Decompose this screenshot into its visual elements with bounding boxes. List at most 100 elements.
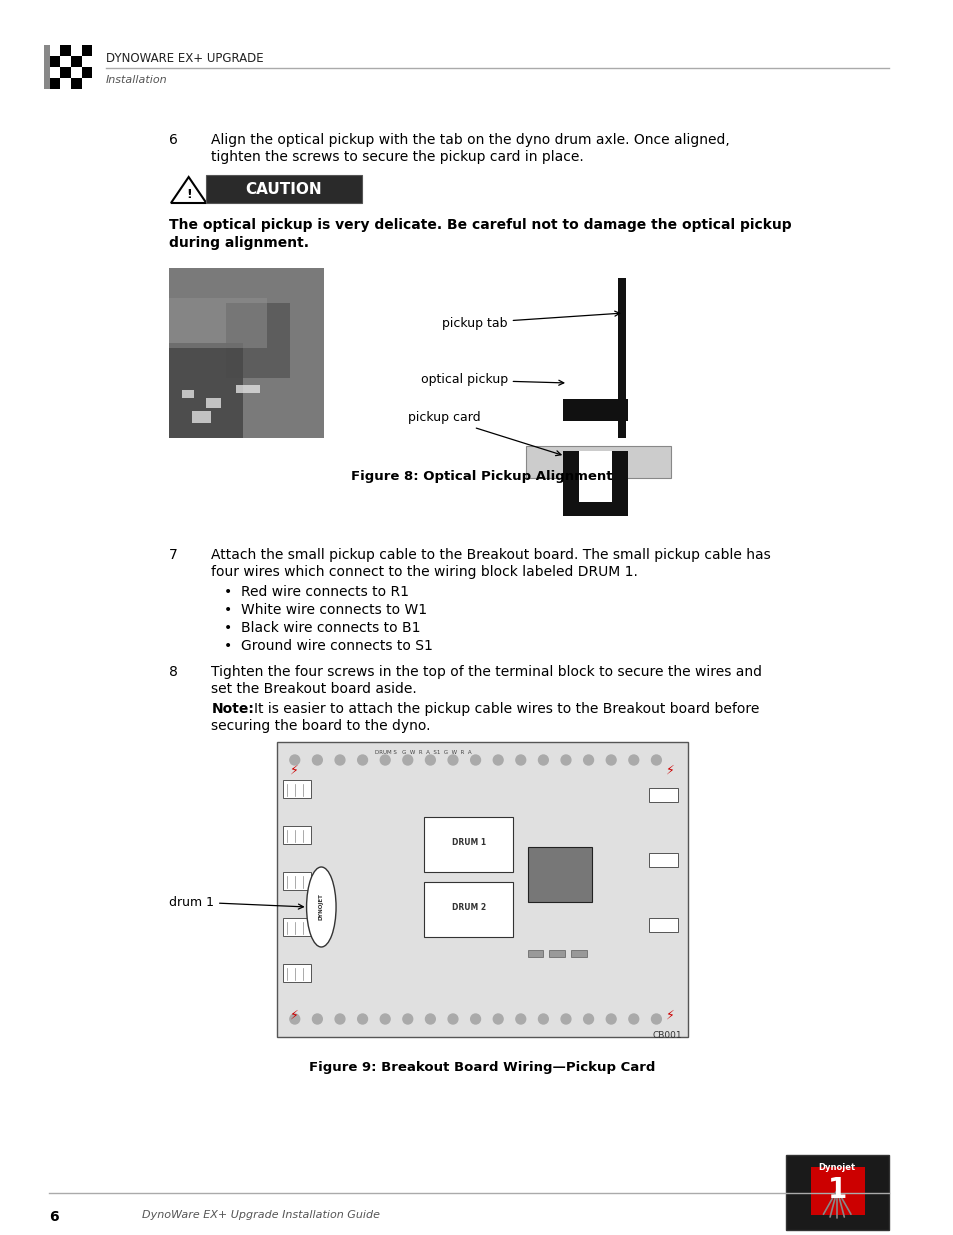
Text: DYNOJET: DYNOJET: [318, 894, 323, 920]
Text: DynoWare EX+ Upgrade Installation Guide: DynoWare EX+ Upgrade Installation Guide: [142, 1210, 380, 1220]
Bar: [527, 847, 591, 902]
Ellipse shape: [306, 867, 335, 947]
Circle shape: [357, 755, 367, 764]
Text: Dynojet: Dynojet: [818, 1162, 855, 1172]
Bar: [81, 44, 92, 56]
Bar: [71, 78, 81, 89]
Text: •  White wire connects to W1: • White wire connects to W1: [224, 603, 427, 618]
Circle shape: [425, 1014, 435, 1024]
Text: •  Black wire connects to B1: • Black wire connects to B1: [224, 621, 420, 635]
Circle shape: [606, 755, 616, 764]
Circle shape: [313, 1014, 322, 1024]
Circle shape: [357, 1014, 367, 1024]
Bar: [44, 44, 51, 89]
Circle shape: [380, 1014, 390, 1024]
Bar: [81, 56, 92, 67]
Bar: [618, 278, 625, 438]
Circle shape: [651, 755, 660, 764]
Text: DRUM 2: DRUM 2: [451, 903, 485, 911]
Text: set the Breakout board aside.: set the Breakout board aside.: [211, 682, 416, 697]
Bar: [226, 303, 290, 378]
Bar: [648, 918, 678, 932]
Bar: [810, 1167, 863, 1215]
Bar: [50, 44, 60, 56]
Circle shape: [425, 755, 435, 764]
Bar: [527, 950, 543, 957]
Bar: [283, 872, 310, 890]
Circle shape: [651, 1014, 660, 1024]
Bar: [50, 67, 60, 78]
Circle shape: [335, 1014, 345, 1024]
Text: DRUM S   G  W  R  A  S1  G  W  R  A: DRUM S G W R A S1 G W R A: [375, 750, 472, 755]
Bar: [71, 56, 81, 67]
Text: Align the optical pickup with the tab on the dyno drum axle. Once aligned,: Align the optical pickup with the tab on…: [211, 133, 729, 147]
Bar: [60, 67, 71, 78]
Bar: [283, 965, 310, 982]
Bar: [578, 451, 612, 501]
Circle shape: [628, 755, 639, 764]
Text: !: !: [186, 189, 192, 201]
Text: pickup card: pickup card: [407, 411, 560, 456]
Bar: [562, 399, 627, 421]
Text: ⚡: ⚡: [665, 1009, 674, 1021]
Bar: [169, 268, 324, 438]
Text: Installation: Installation: [106, 75, 168, 85]
Text: Tighten the four screws in the top of the terminal block to secure the wires and: Tighten the four screws in the top of th…: [211, 664, 761, 679]
Bar: [525, 446, 670, 478]
Text: 6: 6: [50, 1210, 59, 1224]
Circle shape: [583, 755, 593, 764]
Circle shape: [583, 1014, 593, 1024]
Text: Note:: Note:: [211, 701, 253, 716]
Bar: [192, 411, 211, 424]
Bar: [60, 78, 71, 89]
Circle shape: [470, 755, 480, 764]
Circle shape: [560, 1014, 570, 1024]
Bar: [206, 175, 361, 203]
Bar: [81, 67, 92, 78]
Bar: [276, 742, 687, 1037]
Circle shape: [537, 1014, 548, 1024]
Text: Attach the small pickup cable to the Breakout board. The small pickup cable has: Attach the small pickup cable to the Bre…: [211, 548, 770, 562]
Bar: [169, 343, 242, 438]
Bar: [206, 398, 221, 408]
Text: •  Red wire connects to R1: • Red wire connects to R1: [224, 585, 409, 599]
Bar: [612, 451, 627, 516]
Text: 6: 6: [169, 133, 177, 147]
Circle shape: [560, 755, 570, 764]
Text: CB001: CB001: [652, 1031, 681, 1040]
Bar: [562, 501, 627, 516]
Bar: [71, 67, 81, 78]
Text: ⚡: ⚡: [290, 763, 299, 777]
Text: drum 1: drum 1: [169, 895, 303, 909]
Bar: [570, 950, 586, 957]
Bar: [785, 1155, 888, 1230]
Circle shape: [493, 755, 502, 764]
Circle shape: [402, 755, 413, 764]
Text: optical pickup: optical pickup: [420, 373, 563, 387]
Circle shape: [335, 755, 345, 764]
Text: The optical pickup is very delicate. Be careful not to damage the optical pickup: The optical pickup is very delicate. Be …: [169, 219, 791, 232]
Circle shape: [448, 755, 457, 764]
Bar: [60, 44, 71, 56]
Bar: [235, 385, 260, 393]
Bar: [648, 853, 678, 867]
Text: DRUM 1: DRUM 1: [451, 839, 485, 847]
Bar: [50, 56, 60, 67]
Text: ⚡: ⚡: [290, 1009, 299, 1021]
Bar: [283, 781, 310, 798]
Bar: [182, 390, 193, 398]
Bar: [71, 44, 81, 56]
Text: during alignment.: during alignment.: [169, 236, 309, 249]
Circle shape: [516, 755, 525, 764]
Bar: [283, 826, 310, 844]
Bar: [81, 78, 92, 89]
Text: 7: 7: [169, 548, 177, 562]
Text: 1: 1: [826, 1176, 846, 1204]
Circle shape: [290, 1014, 299, 1024]
Text: four wires which connect to the wiring block labeled DRUM 1.: four wires which connect to the wiring b…: [211, 564, 638, 579]
Circle shape: [516, 1014, 525, 1024]
Bar: [283, 918, 310, 936]
Circle shape: [470, 1014, 480, 1024]
Text: It is easier to attach the pickup cable wires to the Breakout board before: It is easier to attach the pickup cable …: [253, 701, 758, 716]
Bar: [549, 950, 564, 957]
